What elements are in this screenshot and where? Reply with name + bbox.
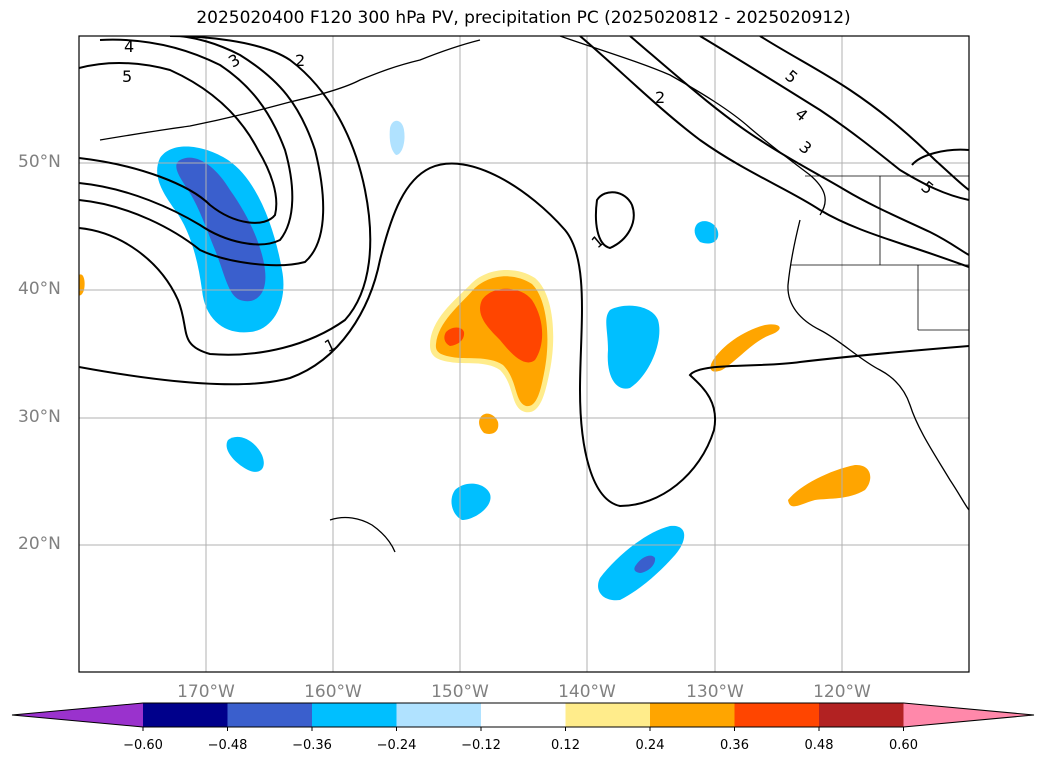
negative-anomaly-areas [157,120,719,601]
coast-aleutians [99,39,481,141]
anomaly-blue-small-3 [226,436,264,472]
colorbar-segment [481,703,566,727]
lon-label-130w: 130°W [686,682,744,702]
colorbar-segment [650,703,735,727]
pv-contour-east-5 [911,148,969,166]
map-frame [78,35,970,673]
colorbar-tick-label: −0.24 [376,738,417,753]
colorbar-tick-label: −0.48 [207,738,248,753]
colorbar-tick-label: −0.36 [292,738,332,753]
pv-contour-east-1 [579,36,969,268]
lon-label-160w: 160°W [304,682,362,702]
pv-contours [79,36,969,508]
colorbar-segment [734,703,820,727]
contour-label: 2 [295,51,305,70]
colorbar-tick-label: 0.24 [635,738,665,753]
anomaly-blue-small-4 [451,483,491,520]
pv-contour-3 [79,36,325,267]
pv-contour-5 [79,61,278,224]
colorbar-extend-low [12,703,143,727]
anomaly-amber-small [479,413,499,434]
colorbar-segment [819,703,904,727]
lon-label-150w: 150°W [431,682,489,702]
colorbar-segment [396,703,482,727]
colorbar-outline [11,702,1035,728]
positive-anomaly-areas [79,269,871,507]
colorbar-segment [227,703,313,727]
coast-us-west [787,219,969,511]
colorbar-tick-label: −0.12 [461,738,501,753]
anomaly-darkblue-west [176,157,266,302]
pv-contour-east-3 [699,36,969,201]
map-title: 2025020400 F120 300 hPa PV, precipitatio… [196,8,851,28]
anomaly-blue-small-1 [389,120,405,155]
lon-label-170w: 170°W [177,682,235,702]
colorbar-segment [312,703,397,727]
anomaly-amber-east-1 [710,324,780,372]
colorbar-tick-label: 0.36 [720,738,749,753]
lat-label-20n: 20°N [18,534,61,554]
gridlines [79,36,969,672]
anomaly-amber-east-2 [788,464,871,507]
colorbar-segment [143,703,228,727]
pv-contour-east-2 [629,36,969,256]
lat-label-30n: 30°N [18,407,61,427]
colorbar-tick-label: 0.12 [551,738,580,753]
state-borders [790,175,969,331]
colorbar-tick-label: 0.48 [804,738,834,753]
colorbar-segment [565,703,651,727]
contour-label: 5 [122,67,132,86]
coast-hawaii [329,516,396,553]
lat-label-40n: 40°N [18,279,61,299]
anomaly-blue-small-2 [694,221,719,244]
lat-label-50n: 50°N [18,152,61,172]
contour-label: 2 [655,88,665,107]
anomaly-blue-center [606,305,660,389]
map-plot: 1 1 3 4 5 2 3 4 5 5 2 [78,35,970,673]
colorbar-tick-label: 0.60 [889,738,918,753]
pv-contour-2 [79,36,372,356]
lon-label-140w: 140°W [558,682,616,702]
colorbar-tick-label: −0.60 [123,738,163,753]
anomaly-red-center [480,288,543,363]
pv-contour-1-island [594,191,635,250]
contour-label: 4 [124,37,134,56]
colorbar-extend-high [903,703,1034,727]
lon-label-120w: 120°W [813,682,871,702]
pv-contour-1 [79,162,969,508]
coastlines [99,36,969,553]
pv-contour-4 [79,38,294,246]
anomaly-red-small [444,327,465,346]
coast-alaska [559,36,826,216]
anomaly-darkblue-southeast [634,555,656,573]
